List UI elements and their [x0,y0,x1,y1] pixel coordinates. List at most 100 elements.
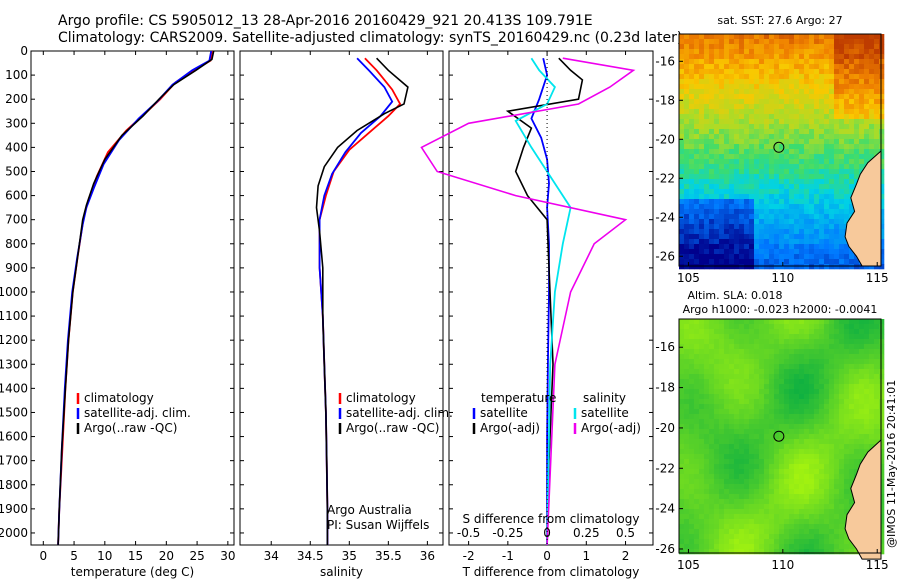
sla-map-cell [719,484,725,490]
sst-map-cell [699,84,705,90]
sst-map-cell [854,174,860,180]
sla-map-cell [719,444,725,450]
sla-map-cell [709,439,715,445]
sst-map-cell [709,234,715,240]
sst-map-cell [744,159,750,165]
sla-map-cell [759,404,765,410]
sst-map-cell [739,139,745,145]
sla-map-cell [874,424,880,430]
sla-map-cell [784,389,790,395]
sla-map-cell [734,549,740,555]
sla-map-cell [734,489,740,495]
sst-map-cell [679,104,685,110]
sst-map-cell [789,254,795,260]
sla-map-cell [794,429,800,435]
sla-map-cell [829,439,835,445]
sst-map-cell [864,59,870,65]
sla-map-cell [829,394,835,400]
sst-map-cell [844,34,850,40]
sla-map-cell [839,379,845,385]
sst-map-cell [709,194,715,200]
sst-map-cell [684,204,690,210]
sst-map-cell [764,204,770,210]
sst-map-cell [824,174,830,180]
sla-map-cell [774,394,780,400]
sst-map-cell [824,54,830,60]
sst-map-cell [814,139,820,145]
sst-map-cell [804,84,810,90]
sla-map-cell [829,514,835,520]
sst-map-cell [854,104,860,110]
sla-map-cell [869,344,875,350]
sst-map-cell [824,189,830,195]
sst-map-cell [719,129,725,135]
sst-map-cell [739,264,745,270]
sla-map-cell [699,464,705,470]
sla-map-cell [794,419,800,425]
sla-map-cell [759,434,765,440]
sst-map-cell [679,39,685,45]
sst-map-cell [699,54,705,60]
sla-map-cell [784,364,790,370]
sla-map-cell [824,399,830,405]
sst-map-cell [774,124,780,130]
sst-map-cell [689,59,695,65]
sst-map-cell [719,174,725,180]
sla-map-cell [729,459,735,465]
sla-map-cell [784,524,790,530]
sst-map-cell [694,244,700,250]
sla-map-cell [764,399,770,405]
sst-map-cell [714,229,720,235]
sst-map-cell [809,199,815,205]
sla-map-cell [819,419,825,425]
sla-map-cell [764,424,770,430]
sst-map-cell [879,134,885,140]
sla-map-cell [744,539,750,545]
sla-map-cell [784,514,790,520]
sla-map-cell [834,374,840,380]
sst-map-cell [854,134,860,140]
sla-map-cell [689,444,695,450]
sst-map-cell [724,84,730,90]
sla-map-cell [799,369,805,375]
sla-map-cell [794,499,800,505]
sla-map-cell [739,529,745,535]
sst-map-cell [804,194,810,200]
sst-map-cell [704,129,710,135]
sst-map-cell [839,199,845,205]
sst-map-cell [739,34,745,40]
sst-map-cell [869,134,875,140]
sla-map-cell [829,504,835,510]
sla-map-cell [784,319,790,325]
sst-map-cell [764,119,770,125]
sla-map-cell [754,539,760,545]
sla-map-cell [839,369,845,375]
sla-map-cell [709,444,715,450]
sla-map-cell [689,449,695,455]
sla-map-cell [834,539,840,545]
sla-map-cell [729,339,735,345]
sla-map-xtick-label: 115 [866,558,889,572]
sst-map-cell [684,249,690,255]
sst-map-cell [754,64,760,70]
sst-map-cell [774,214,780,220]
sla-map-cell [729,334,735,340]
sst-map-cell [804,254,810,260]
sla-map-cell [834,544,840,550]
sla-map-cell [749,509,755,515]
sla-map-cell [739,449,745,455]
sla-map-cell [774,354,780,360]
sst-map-cell [844,94,850,100]
sst-map-cell [809,134,815,140]
sst-map-cell [779,79,785,85]
sst-map-cell [734,159,740,165]
sla-map-cell [739,489,745,495]
sla-map-cell [769,364,775,370]
sst-map-cell [789,119,795,125]
sst-map-cell [709,109,715,115]
sst-map-cell [829,194,835,200]
sla-map-cell [739,494,745,500]
sst-map-cell [744,154,750,160]
sst-map-cell [719,114,725,120]
sst-map-cell [684,179,690,185]
